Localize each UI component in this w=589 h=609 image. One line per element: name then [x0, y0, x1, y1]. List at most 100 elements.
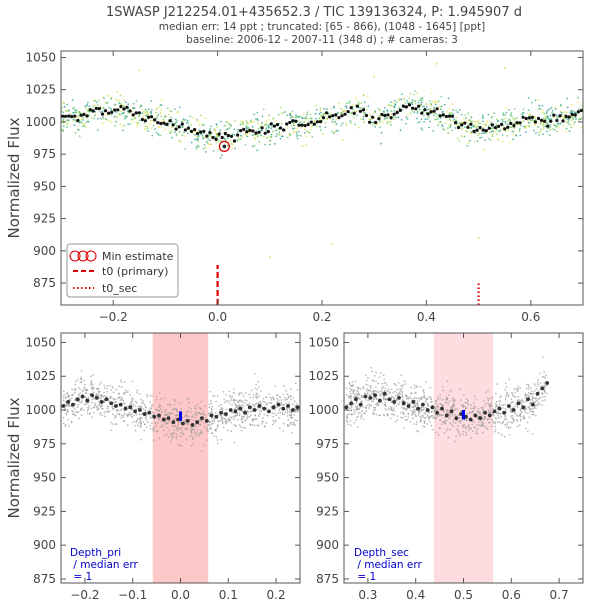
top-raw-point — [178, 106, 181, 109]
bottom-right-raw-point — [434, 407, 437, 409]
top-raw-point — [239, 123, 242, 126]
top-raw-point — [383, 117, 386, 120]
top-raw-point — [142, 111, 145, 113]
top-raw-point — [197, 146, 200, 148]
top-binned-point — [506, 125, 510, 129]
bottom-right-raw-point — [514, 395, 517, 398]
bottom-left-raw-point — [293, 400, 296, 403]
bottom-left-raw-point — [83, 387, 86, 389]
bottom-left-raw-point — [238, 424, 241, 427]
bottom-left-raw-point — [113, 416, 116, 419]
top-binned-point — [239, 129, 243, 133]
bottom-left-raw-point — [112, 404, 114, 407]
top-raw-point — [119, 123, 122, 125]
top-raw-point — [424, 118, 427, 121]
top-raw-point — [378, 121, 381, 124]
bottom-left-raw-point — [79, 408, 82, 410]
bottom-right-binned-point — [540, 386, 545, 391]
bottom-left-raw-point — [144, 417, 147, 419]
top-ytick-label: 925 — [33, 212, 56, 226]
bottom-left-binned-point — [276, 402, 281, 407]
bottom-right-raw-point — [505, 418, 508, 421]
top-binned-point — [245, 130, 249, 134]
bottom-right-raw-point — [496, 405, 499, 408]
top-raw-point — [197, 140, 200, 143]
top-raw-point — [428, 115, 430, 118]
bottom-right-raw-point — [500, 433, 503, 436]
top-raw-point — [441, 111, 444, 113]
bottom-right-raw-point — [381, 401, 383, 404]
bottom-left-raw-point — [262, 400, 265, 403]
bottom-left-binned-point — [195, 420, 200, 425]
top-raw-point — [319, 109, 322, 112]
top-raw-point — [355, 97, 357, 100]
top-binned-point — [150, 115, 154, 119]
top-raw-point — [395, 116, 397, 119]
top-binned-point — [223, 131, 227, 136]
top-raw-point — [269, 136, 272, 139]
bottom-right-raw-point — [445, 429, 448, 432]
bottom-left-raw-point — [199, 419, 202, 422]
bottom-left-raw-point — [280, 399, 283, 401]
top-raw-point — [538, 131, 540, 134]
bottom-right-raw-point — [519, 420, 522, 422]
bottom-left-raw-point — [277, 412, 280, 414]
bottom-left-raw-point — [103, 391, 105, 394]
top-raw-point — [463, 135, 466, 138]
top-raw-point — [409, 112, 412, 115]
top-raw-point — [430, 108, 432, 111]
top-raw-point — [262, 108, 265, 111]
top-binned-point — [165, 122, 169, 126]
top-raw-point — [379, 120, 381, 122]
bottom-right-raw-point — [435, 414, 438, 417]
bottom-right-raw-point — [541, 404, 543, 407]
top-raw-point — [477, 237, 480, 239]
top-raw-point — [190, 123, 193, 126]
bottom-left-raw-point — [155, 424, 158, 427]
bottom-right-raw-point — [471, 411, 473, 414]
bottom-right-raw-point — [375, 404, 378, 406]
top-raw-point — [480, 132, 483, 135]
bottom-left-raw-point — [84, 389, 87, 391]
top-raw-point — [197, 120, 200, 123]
bottom-left-raw-point — [64, 425, 67, 427]
bottom-right-raw-point — [370, 393, 372, 396]
bottom-right-raw-point — [524, 394, 527, 397]
top-raw-point — [496, 137, 499, 140]
top-binned-point — [364, 113, 369, 118]
bottom-left-raw-point — [292, 421, 295, 424]
bottom-right-raw-point — [484, 404, 487, 407]
bottom-left-raw-point — [211, 409, 213, 411]
bottom-left-raw-point — [73, 408, 76, 410]
bottom-right-raw-point — [491, 419, 493, 421]
bottom-left-raw-point — [147, 421, 149, 423]
top-binned-point — [490, 123, 494, 127]
top-binned-point — [426, 112, 430, 116]
bottom-right-raw-point — [345, 387, 348, 390]
bottom-right-raw-point — [505, 392, 508, 395]
top-raw-point — [455, 116, 458, 119]
bottom-left-binned-point — [171, 420, 176, 425]
bottom-right-raw-point — [538, 372, 541, 375]
bottom-left-raw-point — [153, 439, 155, 442]
bottom-left-raw-point — [190, 433, 193, 435]
top-raw-point — [170, 110, 173, 113]
top-raw-point — [295, 130, 298, 133]
bottom-left-raw-point — [171, 425, 174, 427]
bottom-left-raw-point — [70, 421, 73, 424]
top-raw-point — [448, 112, 451, 115]
top-raw-point — [451, 129, 453, 132]
bottom-right-raw-point — [398, 400, 401, 403]
bottom-left-raw-point — [257, 414, 260, 417]
bottom-left-raw-point — [96, 408, 99, 411]
top-binned-point — [236, 133, 240, 137]
top-raw-point — [568, 130, 571, 133]
bottom-left-raw-point — [65, 412, 67, 415]
top-raw-point — [277, 113, 280, 116]
top-raw-point — [299, 134, 302, 137]
bottom-right-raw-point — [393, 407, 395, 409]
bottom-left-raw-point — [160, 398, 162, 400]
top-raw-point — [96, 104, 99, 107]
top-raw-point — [458, 140, 461, 143]
top-raw-point — [149, 122, 152, 125]
